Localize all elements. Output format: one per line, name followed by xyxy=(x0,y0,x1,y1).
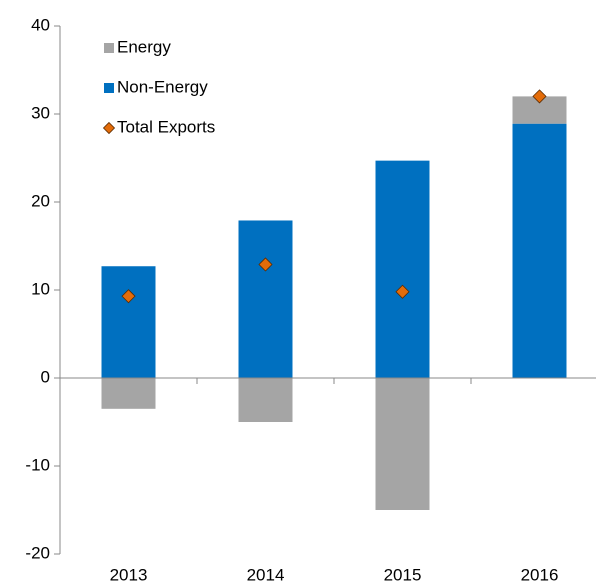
bar xyxy=(375,160,430,378)
marker xyxy=(395,284,410,299)
y-tick-label: 40 xyxy=(31,15,50,34)
marker xyxy=(258,257,273,272)
y-tick-label: 10 xyxy=(31,279,50,298)
x-tick-label: 2016 xyxy=(521,565,559,584)
y-tick-label: -20 xyxy=(25,543,50,562)
x-tick-label: 2014 xyxy=(247,565,285,584)
x-tick-label: 2013 xyxy=(110,565,148,584)
legend-swatch xyxy=(104,43,114,53)
y-tick-label: 30 xyxy=(31,103,50,122)
legend-label: Non-Energy xyxy=(117,77,208,96)
legend-swatch xyxy=(102,121,116,135)
bar xyxy=(101,378,156,409)
legend-label: Total Exports xyxy=(117,117,215,136)
marker xyxy=(121,289,136,304)
bar xyxy=(101,266,156,378)
bar xyxy=(238,220,293,378)
y-tick-label: 0 xyxy=(41,367,50,386)
y-tick-label: 20 xyxy=(31,191,50,210)
bar xyxy=(375,378,430,510)
x-tick-label: 2015 xyxy=(384,565,422,584)
y-tick-label: -10 xyxy=(25,455,50,474)
bar xyxy=(512,123,567,379)
legend-swatch xyxy=(104,83,114,93)
bar xyxy=(238,378,293,422)
marker xyxy=(532,89,547,104)
legend-label: Energy xyxy=(117,37,171,56)
